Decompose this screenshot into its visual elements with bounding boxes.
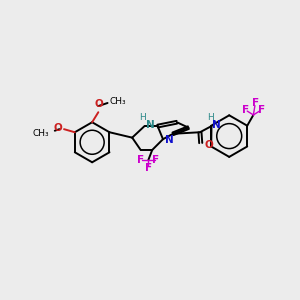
Text: F: F: [252, 98, 259, 108]
Text: N: N: [146, 119, 155, 130]
Text: O: O: [205, 140, 213, 150]
Text: F: F: [137, 155, 144, 165]
Text: O: O: [95, 99, 103, 109]
Text: CH₃: CH₃: [32, 129, 49, 138]
Text: F: F: [152, 155, 160, 165]
Text: CH₃: CH₃: [110, 97, 127, 106]
Text: F: F: [145, 163, 152, 173]
Text: F: F: [257, 105, 265, 115]
Text: H: H: [140, 113, 146, 122]
Text: O: O: [54, 123, 62, 134]
Text: H: H: [207, 113, 214, 122]
Text: N: N: [165, 135, 174, 145]
Text: N: N: [212, 120, 221, 130]
Text: F: F: [242, 105, 249, 115]
